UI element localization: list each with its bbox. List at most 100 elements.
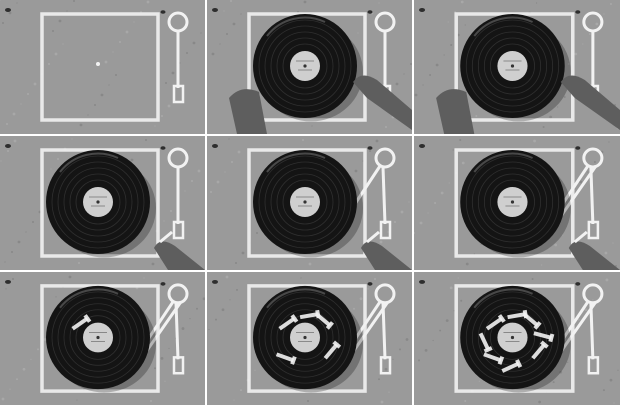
pavement-speck — [254, 369, 256, 371]
pavement-speck — [554, 243, 558, 247]
pavement-speck — [216, 180, 220, 184]
chalk-scribble-end — [483, 346, 493, 354]
record-groove — [51, 291, 145, 384]
pavement-speck — [378, 378, 380, 381]
pavement-speck — [184, 190, 186, 192]
pavement-speck — [167, 104, 171, 108]
pavement-speck — [378, 2, 380, 4]
panel-photo — [207, 136, 412, 270]
chalk-scribble — [501, 359, 523, 373]
pavement-speck — [163, 220, 165, 222]
pavement-speck — [557, 106, 559, 108]
pavement-speck — [237, 150, 241, 154]
chalk-turntable-base — [454, 284, 575, 393]
chalk-scribble — [278, 314, 299, 331]
record-groove — [489, 179, 535, 225]
pavement-speck — [16, 2, 18, 4]
pavement-speck — [11, 251, 13, 253]
pavement-speck — [7, 150, 9, 152]
record-groove — [483, 173, 542, 231]
pavement-speck — [73, 0, 75, 2]
pavement-speck — [395, 82, 399, 86]
record-sheen — [473, 16, 533, 37]
pavement-speck — [552, 381, 555, 384]
pavement-speck — [429, 74, 432, 76]
chalk-turntable-base — [247, 148, 367, 258]
record-groove — [258, 19, 352, 113]
chalk-turntable-base — [247, 284, 367, 393]
pavement-speck — [33, 82, 37, 86]
pavement-speck — [419, 221, 423, 225]
chalk-turntable-base — [454, 12, 575, 122]
chalk-turntable-base — [40, 284, 160, 393]
record-groove — [282, 179, 328, 225]
pavement-speck — [574, 52, 578, 56]
pavement-speck — [154, 125, 156, 127]
pavement-speck — [78, 262, 80, 264]
record-groove — [75, 179, 121, 225]
pavement-speck — [403, 73, 405, 75]
pavement-speck — [1, 397, 5, 401]
chalk-turntable-base — [247, 12, 367, 122]
pavement-speck — [307, 400, 309, 403]
pavement-spot — [160, 10, 166, 14]
pavement-speck — [202, 297, 205, 301]
photo-panel-5 — [207, 136, 412, 270]
pavement-speck — [465, 262, 469, 266]
pavement-speck — [427, 212, 429, 214]
chalk-tonearm-pivot — [582, 147, 604, 169]
chalk-scribble-bar — [483, 352, 502, 363]
photo-panel-3 — [414, 0, 620, 134]
pavement-speck — [170, 210, 172, 212]
pavement-speck — [563, 96, 566, 98]
pavement-speck — [16, 378, 18, 381]
chalk-stick — [159, 230, 173, 244]
pavement-speck — [478, 380, 480, 382]
chalk-scribble-end — [332, 340, 342, 349]
pavement-spot — [575, 146, 581, 150]
pavement-speck — [54, 52, 58, 56]
chalk-scribble-bar — [501, 361, 520, 373]
pavement-speck — [602, 389, 605, 392]
chalk-tonearm — [381, 166, 387, 225]
pavement-speck — [179, 62, 181, 64]
pavement-spot — [419, 8, 426, 12]
pavement-speck — [25, 231, 27, 233]
pavement-speck — [567, 63, 570, 65]
pavement-speck — [434, 202, 437, 204]
pavement-spot — [5, 279, 11, 284]
pavement-speck — [219, 43, 221, 45]
pavement-speck — [210, 191, 212, 193]
pavement-speck — [435, 63, 439, 67]
pavement-spot — [575, 10, 581, 14]
pavement-spot — [160, 282, 166, 286]
record-groove — [465, 19, 560, 113]
pavement-spot — [5, 144, 11, 148]
panel-photo — [0, 136, 205, 270]
pavement-speck — [4, 261, 6, 263]
record-groove — [270, 303, 340, 372]
photo-panel-6 — [414, 136, 620, 270]
pavement-speck — [58, 19, 62, 23]
pavement-speck — [87, 114, 89, 116]
record-sheen — [59, 288, 119, 309]
pavement-speck — [577, 318, 580, 321]
pavement-speck — [0, 0, 1, 1]
panel-photo — [414, 0, 620, 134]
photo-panel-7 — [0, 272, 205, 405]
pavement-speck — [311, 125, 313, 127]
record-groove — [471, 161, 554, 243]
chalk-scribble-end — [83, 314, 92, 323]
pavement-speck — [27, 93, 29, 95]
pavement-speck — [410, 63, 412, 65]
chalk-scribble — [299, 309, 321, 320]
pavement-spot — [212, 279, 218, 284]
pavement-speck — [9, 388, 11, 390]
pavement-speck — [125, 30, 129, 34]
pavement-speck — [164, 380, 166, 382]
pavement-speck — [150, 400, 152, 403]
right-hand — [154, 241, 205, 270]
pavement-speck — [408, 201, 410, 203]
pavement-speck — [211, 52, 215, 56]
